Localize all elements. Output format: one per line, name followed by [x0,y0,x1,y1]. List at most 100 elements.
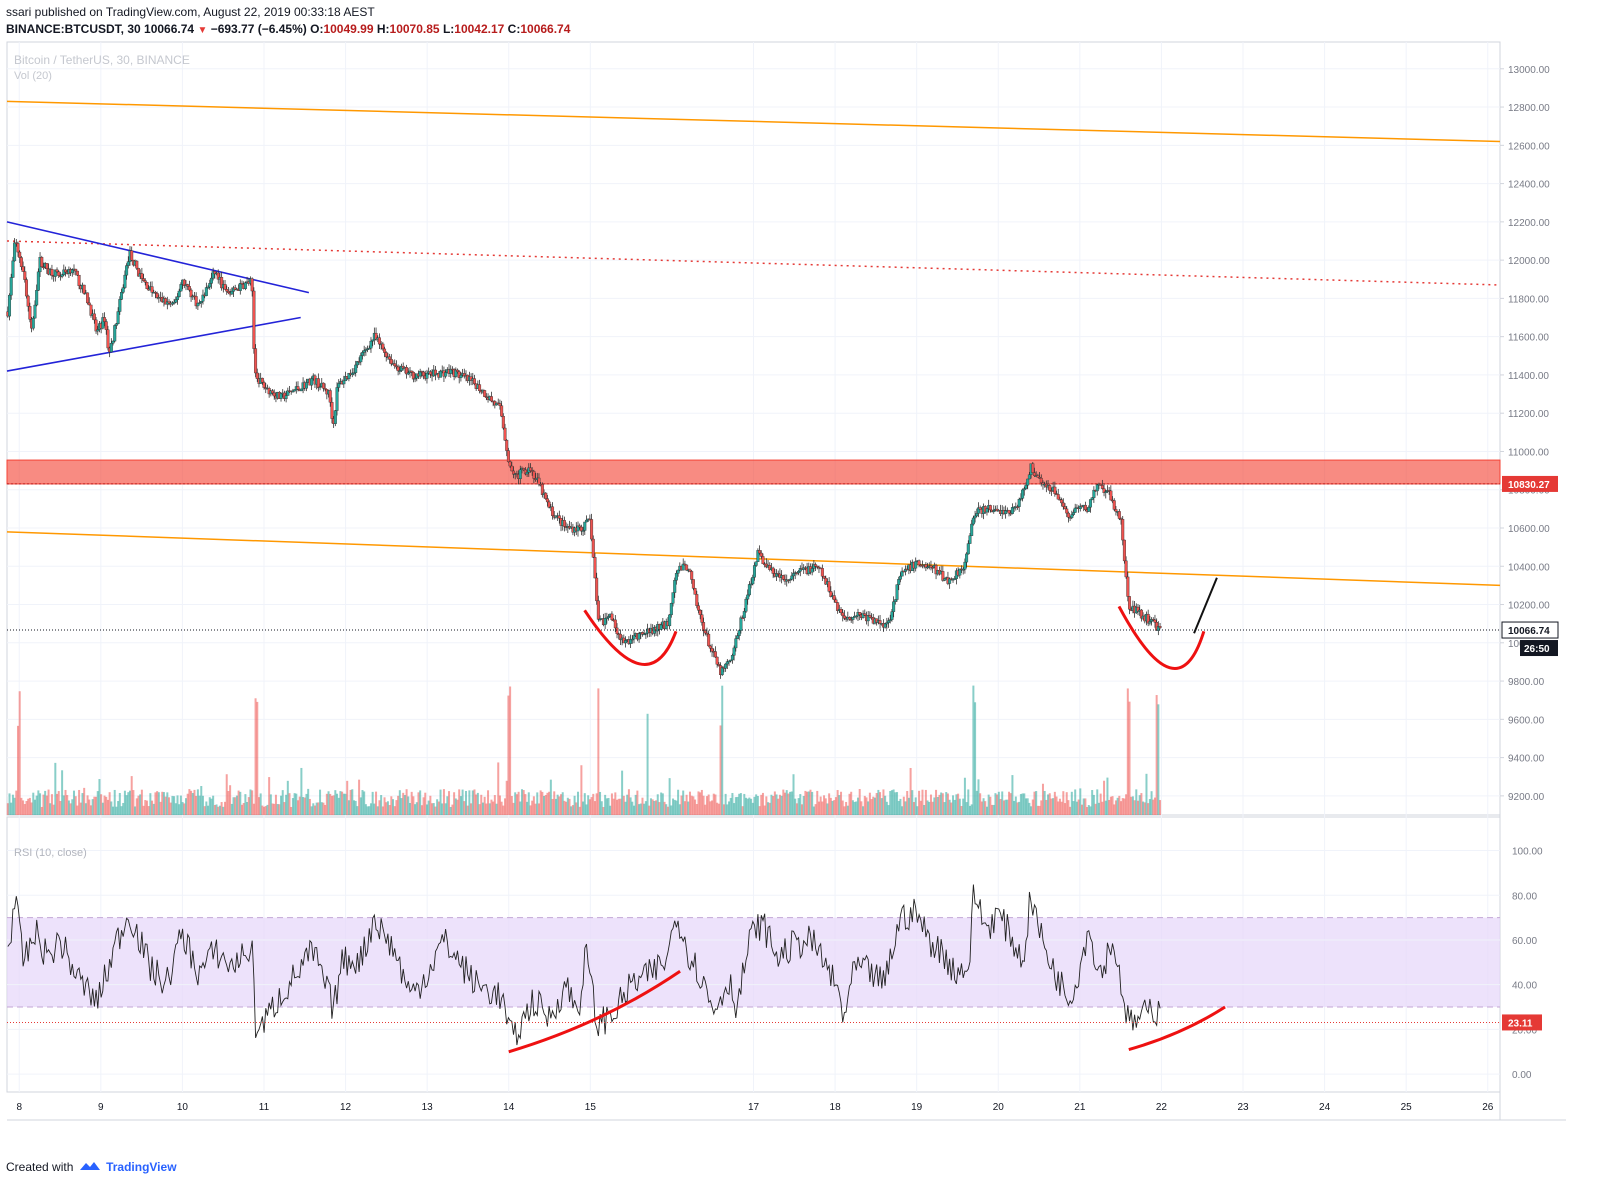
candle-body [759,552,763,557]
volume-bar [1138,795,1141,815]
volume-bar [1159,800,1162,815]
price-tick-label: 11000.00 [1508,447,1549,458]
triangle-trendline [6,221,310,294]
volume-bar [962,798,965,815]
volume-bar [18,691,21,815]
volume-bar [1008,791,1011,815]
volume-bar [812,806,815,815]
volume-bar [595,793,598,815]
candle-body [362,350,366,353]
volume-bar [147,806,150,815]
volume-bar [872,796,875,815]
price-tick-label: 12400.00 [1508,180,1550,191]
volume-bar [834,797,837,815]
candle-body [965,553,969,563]
candle-body [321,382,325,389]
volume-bar [923,805,926,815]
volume-bar [907,797,910,815]
candle-body [33,304,37,319]
volume-bar [101,802,104,815]
volume-bar [744,797,747,815]
volume-bar [1136,800,1139,815]
volume-bar [1089,806,1092,815]
volume-bar [565,801,568,815]
volume-bar [963,777,966,815]
time-tick-label: 21 [1074,1102,1086,1113]
volume-bar [660,792,663,815]
volume-bar [485,803,488,815]
candle-body [167,301,171,304]
candle-body [674,573,678,581]
volume-bar [446,796,449,815]
volume-bar [882,789,885,815]
volume-bar [867,801,870,815]
volume-bar [1086,806,1089,815]
volume-bar [767,802,770,815]
volume-bar [242,803,245,815]
volume-bar [208,797,211,815]
candle-body [1073,507,1077,513]
candle-body [737,630,741,636]
price-tick-label: 11600.00 [1508,333,1549,344]
volume-bar [950,802,953,815]
volume-bar [366,806,369,815]
candle-body [428,371,432,375]
candle-body [291,390,295,393]
volume-bar [337,797,340,815]
volume-bar [906,790,909,815]
candle-body [676,569,680,574]
volume-bar [33,799,36,815]
volume-bar [1155,695,1158,815]
candle-body [817,566,821,569]
volume-bar [580,765,583,815]
volume-bar [675,800,678,815]
candle-body [970,523,974,536]
volume-bar [157,792,160,815]
candle-body [724,663,728,669]
volume-bar [721,685,724,815]
volume-bar [280,795,283,815]
volume-bar [344,793,347,815]
volume-bar [1019,794,1022,815]
price-tick-label: 11200.00 [1508,409,1549,420]
volume-bar [761,792,764,815]
candle-body [279,393,283,399]
symbol-label[interactable]: BINANCE:BTCUSDT, 30 [6,22,141,36]
volume-bar [27,798,30,815]
candle-body [508,461,512,467]
candle-body [114,323,118,326]
candle-body [120,292,124,300]
volume-bar [1080,804,1083,815]
volume-bar [320,802,323,815]
volume-bar [1148,799,1151,815]
red-rsi-divergence-curve [1128,1005,1226,1051]
volume-bar [56,793,59,815]
tradingview-brand[interactable]: TradingView [106,1160,177,1174]
volume-bar [10,802,13,815]
volume-bar [957,793,960,815]
volume-bar [244,794,247,815]
candle-body [503,427,507,441]
volume-bar [495,803,498,815]
volume-bar [302,797,305,815]
volume-bar [979,793,982,815]
volume-bar [756,795,759,815]
candle-body [187,286,191,291]
candle-body [11,260,15,278]
volume-bar [50,794,53,815]
volume-bar [856,797,859,815]
candle-body [512,470,516,475]
volume-bar [488,803,491,815]
volume-bar [626,794,629,815]
price-tick-label: 12800.00 [1508,103,1550,114]
volume-bar [15,790,18,815]
volume-bar [263,806,266,815]
volume-bar [1062,791,1065,815]
publish-info: ssari published on TradingView.com, Augu… [6,5,375,19]
candle-body [739,617,743,631]
candle-series [6,238,1162,679]
candle-body [26,295,30,307]
volume-bar [948,799,951,815]
volume-bar [616,799,619,815]
